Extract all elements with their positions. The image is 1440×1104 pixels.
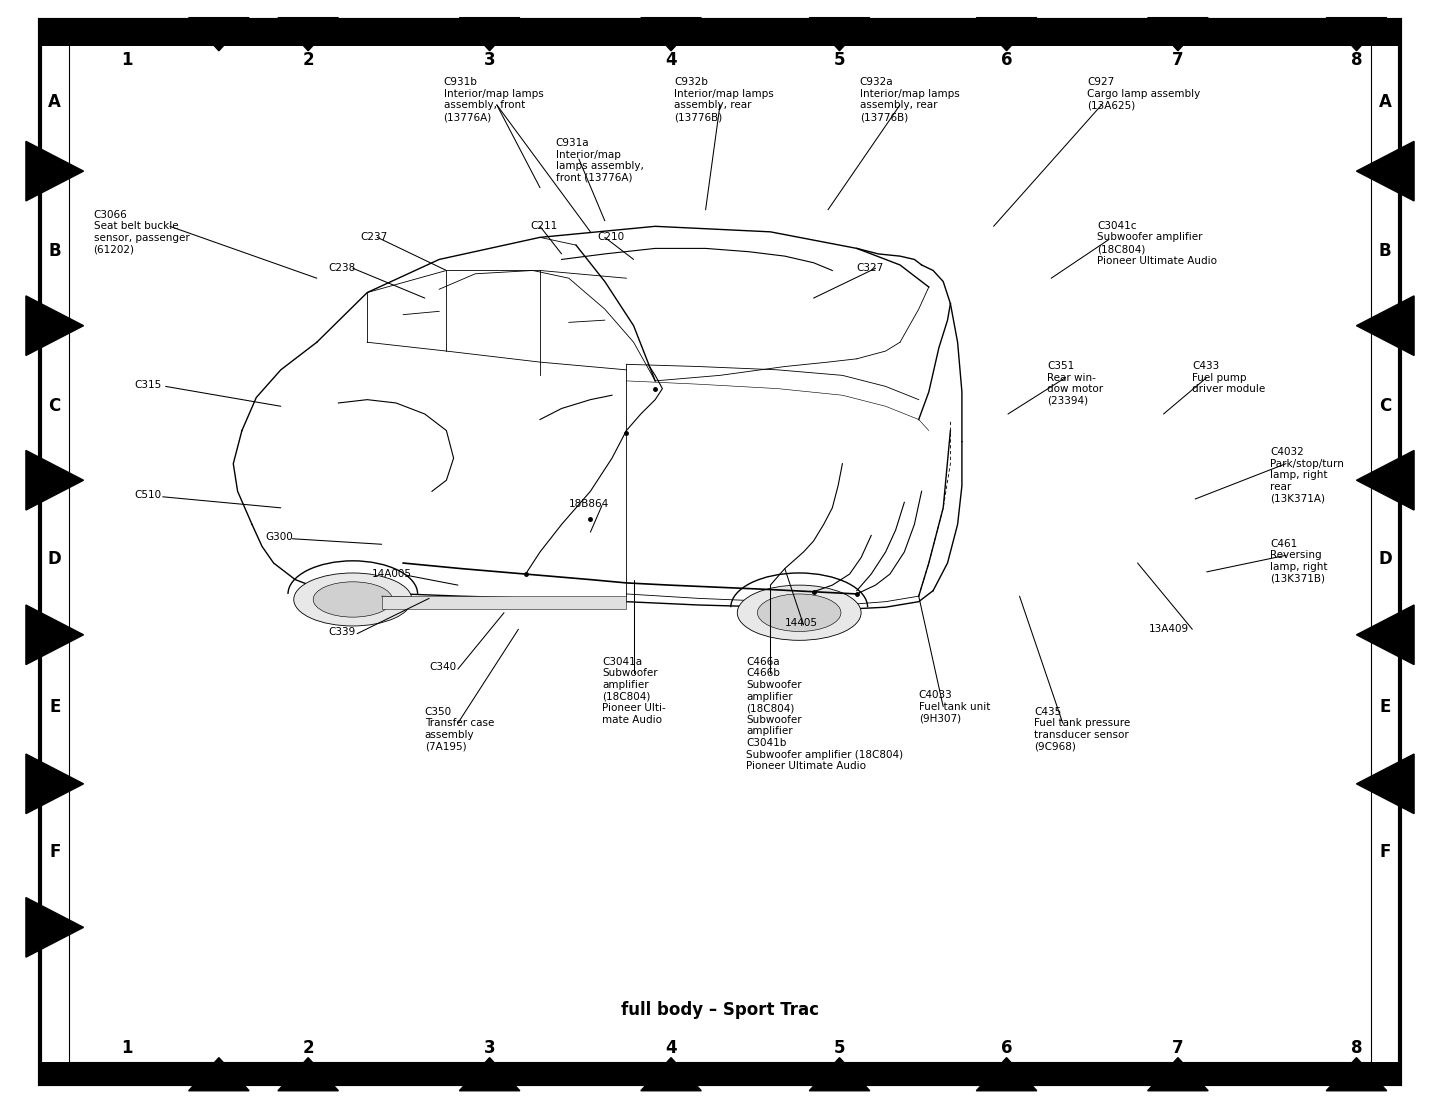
Polygon shape bbox=[1148, 1058, 1208, 1091]
Text: A: A bbox=[49, 93, 60, 110]
Text: 1: 1 bbox=[121, 51, 132, 68]
Bar bbox=[40, 1062, 1400, 1084]
Ellipse shape bbox=[757, 594, 841, 631]
Polygon shape bbox=[1356, 141, 1414, 201]
Text: 7: 7 bbox=[1172, 1039, 1184, 1057]
Text: F: F bbox=[49, 843, 60, 861]
Text: E: E bbox=[1380, 698, 1391, 715]
Text: 3: 3 bbox=[484, 51, 495, 68]
Text: 8: 8 bbox=[1351, 51, 1362, 68]
Text: C: C bbox=[1380, 397, 1391, 415]
Text: C351
Rear win-
dow motor
(23394): C351 Rear win- dow motor (23394) bbox=[1047, 361, 1103, 406]
Text: 4: 4 bbox=[665, 51, 677, 68]
Polygon shape bbox=[26, 296, 84, 355]
Text: 18B864: 18B864 bbox=[569, 499, 609, 509]
Text: C: C bbox=[49, 397, 60, 415]
Text: C211: C211 bbox=[530, 221, 557, 231]
Polygon shape bbox=[26, 898, 84, 957]
Text: 2: 2 bbox=[302, 1039, 314, 1057]
Polygon shape bbox=[459, 18, 520, 51]
Polygon shape bbox=[459, 1058, 520, 1091]
Text: C931a
Interior/map
lamps assembly,
front (13776A): C931a Interior/map lamps assembly, front… bbox=[556, 138, 644, 183]
Text: 7: 7 bbox=[1172, 51, 1184, 68]
Polygon shape bbox=[809, 18, 870, 51]
Polygon shape bbox=[26, 141, 84, 201]
Text: C339: C339 bbox=[328, 627, 356, 637]
Text: C3066
Seat belt buckle
sensor, passenger
(61202): C3066 Seat belt buckle sensor, passenger… bbox=[94, 210, 189, 255]
Polygon shape bbox=[809, 1058, 870, 1091]
Text: C340: C340 bbox=[429, 662, 456, 672]
Text: C238: C238 bbox=[328, 263, 356, 273]
Polygon shape bbox=[1356, 754, 1414, 814]
Text: E: E bbox=[49, 698, 60, 715]
Text: C932b
Interior/map lamps
assembly, rear
(13776B): C932b Interior/map lamps assembly, rear … bbox=[674, 77, 773, 123]
Text: C4033
Fuel tank unit
(9H307): C4033 Fuel tank unit (9H307) bbox=[919, 690, 991, 723]
Bar bbox=[382, 596, 626, 609]
Text: 2: 2 bbox=[302, 51, 314, 68]
Text: D: D bbox=[1378, 550, 1392, 567]
Text: 13A409: 13A409 bbox=[1149, 624, 1189, 634]
Polygon shape bbox=[1356, 296, 1414, 355]
Polygon shape bbox=[1326, 18, 1387, 51]
Text: D: D bbox=[48, 550, 62, 567]
Text: C3041c
Subwoofer amplifier
(18C804)
Pioneer Ultimate Audio: C3041c Subwoofer amplifier (18C804) Pion… bbox=[1097, 221, 1217, 266]
Text: C237: C237 bbox=[360, 232, 387, 242]
Text: 4: 4 bbox=[665, 1039, 677, 1057]
Text: 1: 1 bbox=[121, 1039, 132, 1057]
Text: C350
Transfer case
assembly
(7A195): C350 Transfer case assembly (7A195) bbox=[425, 707, 494, 752]
Polygon shape bbox=[1356, 605, 1414, 665]
Polygon shape bbox=[976, 18, 1037, 51]
Polygon shape bbox=[1356, 450, 1414, 510]
Polygon shape bbox=[189, 1058, 249, 1091]
Polygon shape bbox=[1148, 18, 1208, 51]
Bar bbox=[40, 20, 1400, 46]
Text: C315: C315 bbox=[134, 380, 161, 390]
Polygon shape bbox=[26, 754, 84, 814]
Text: C510: C510 bbox=[134, 490, 161, 500]
Polygon shape bbox=[278, 1058, 338, 1091]
Text: C433
Fuel pump
driver module: C433 Fuel pump driver module bbox=[1192, 361, 1266, 394]
Polygon shape bbox=[189, 18, 249, 51]
Text: 14A005: 14A005 bbox=[372, 569, 412, 578]
Text: F: F bbox=[1380, 843, 1391, 861]
Text: 5: 5 bbox=[834, 51, 845, 68]
Text: C927
Cargo lamp assembly
(13A625): C927 Cargo lamp assembly (13A625) bbox=[1087, 77, 1201, 110]
Text: C931b
Interior/map lamps
assembly, front
(13776A): C931b Interior/map lamps assembly, front… bbox=[444, 77, 543, 123]
Text: C4032
Park/stop/turn
lamp, right
rear
(13K371A): C4032 Park/stop/turn lamp, right rear (1… bbox=[1270, 447, 1344, 503]
Text: full body – Sport Trac: full body – Sport Trac bbox=[621, 1001, 819, 1019]
Polygon shape bbox=[641, 18, 701, 51]
Text: C210: C210 bbox=[598, 232, 625, 242]
Ellipse shape bbox=[314, 582, 393, 617]
Polygon shape bbox=[278, 18, 338, 51]
Polygon shape bbox=[976, 1058, 1037, 1091]
Text: 6: 6 bbox=[1001, 1039, 1012, 1057]
Text: C327: C327 bbox=[857, 263, 884, 273]
Text: 3: 3 bbox=[484, 1039, 495, 1057]
Text: A: A bbox=[1380, 93, 1391, 110]
Polygon shape bbox=[26, 450, 84, 510]
Text: 8: 8 bbox=[1351, 1039, 1362, 1057]
Text: B: B bbox=[49, 242, 60, 259]
Text: C466a
C466b
Subwoofer
amplifier
(18C804)
Subwoofer
amplifier
C3041b
Subwoofer am: C466a C466b Subwoofer amplifier (18C804)… bbox=[746, 657, 903, 772]
Text: 6: 6 bbox=[1001, 51, 1012, 68]
Polygon shape bbox=[26, 605, 84, 665]
Text: 14405: 14405 bbox=[785, 618, 818, 628]
Polygon shape bbox=[1326, 1058, 1387, 1091]
Ellipse shape bbox=[294, 573, 412, 626]
Ellipse shape bbox=[737, 585, 861, 640]
Polygon shape bbox=[641, 1058, 701, 1091]
Text: 5: 5 bbox=[834, 1039, 845, 1057]
Text: B: B bbox=[1380, 242, 1391, 259]
Text: C435
Fuel tank pressure
transducer sensor
(9C968): C435 Fuel tank pressure transducer senso… bbox=[1034, 707, 1130, 752]
Text: C932a
Interior/map lamps
assembly, rear
(13776B): C932a Interior/map lamps assembly, rear … bbox=[860, 77, 959, 123]
Text: G300: G300 bbox=[265, 532, 292, 542]
Text: C461
Reversing
lamp, right
(13K371B): C461 Reversing lamp, right (13K371B) bbox=[1270, 539, 1328, 584]
Text: C3041a
Subwoofer
amplifier
(18C804)
Pioneer Ulti-
mate Audio: C3041a Subwoofer amplifier (18C804) Pion… bbox=[602, 657, 665, 725]
